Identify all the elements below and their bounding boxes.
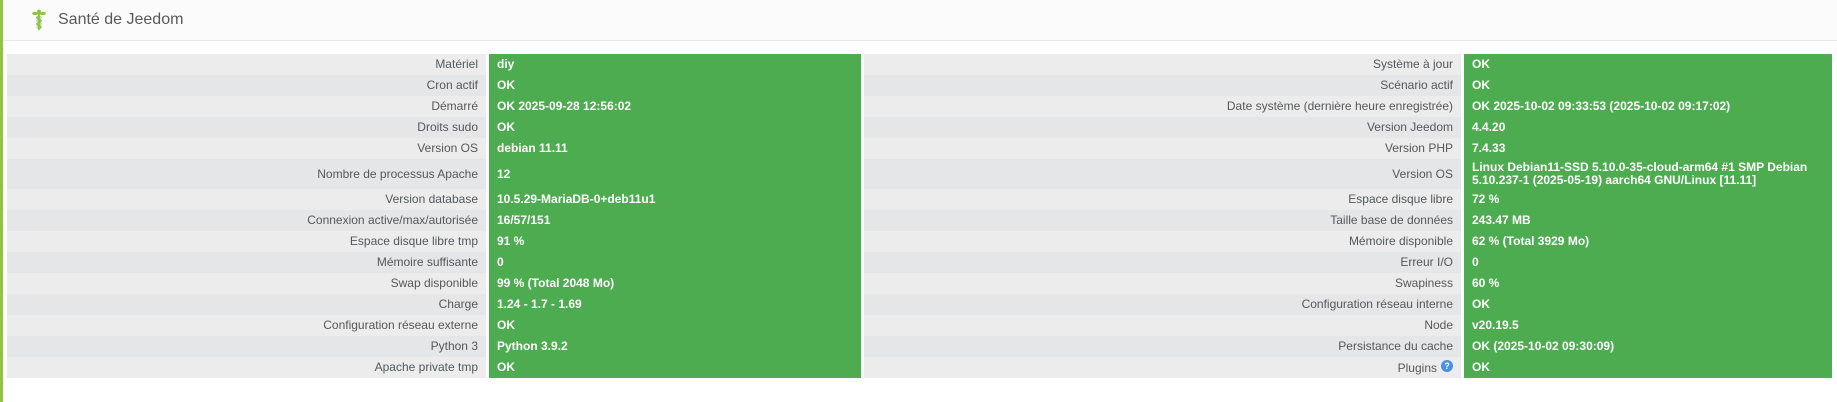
metric-label-node: Node (864, 315, 1461, 336)
metric-label-swapiness: Swapiness (864, 273, 1461, 294)
metric-label-taille-base: Taille base de données (864, 210, 1461, 231)
table-row: Charge 1.24 - 1.7 - 1.69 Configuration r… (7, 294, 1832, 315)
metric-value: OK (2025-10-02 09:30:09) (1464, 336, 1832, 357)
health-table: Matériel diy Système à jour OK Cron acti… (4, 54, 1835, 378)
metric-value: OK 2025-09-28 12:56:02 (489, 96, 861, 117)
metric-value: 10.5.29-MariaDB-0+deb11u1 (489, 189, 861, 210)
metric-value: 60 % (1464, 273, 1832, 294)
metric-label-apache-private-tmp: Apache private tmp (7, 357, 486, 378)
metric-value: Python 3.9.2 (489, 336, 861, 357)
metric-label-plugins: Plugins? (864, 357, 1461, 378)
table-row: Mémoire suffisante 0 Erreur I/O 0 (7, 252, 1832, 273)
metric-label-python3: Python 3 (7, 336, 486, 357)
metric-label-charge: Charge (7, 294, 486, 315)
table-row: Espace disque libre tmp 91 % Mémoire dis… (7, 231, 1832, 252)
metric-value: 99 % (Total 2048 Mo) (489, 273, 861, 294)
metric-value: v20.19.5 (1464, 315, 1832, 336)
table-row: Démarré OK 2025-09-28 12:56:02 Date syst… (7, 96, 1832, 117)
metric-label-version-os-right: Version OS (864, 159, 1461, 189)
metric-value: 72 % (1464, 189, 1832, 210)
metric-label-version-os-left: Version OS (7, 138, 486, 159)
metric-label-processus-apache: Nombre de processus Apache (7, 159, 486, 189)
metric-label-connexion: Connexion active/max/autorisée (7, 210, 486, 231)
metric-value: OK (489, 117, 861, 138)
table-row: Configuration réseau externe OK Node v20… (7, 315, 1832, 336)
metric-value: OK 2025-10-02 09:33:53 (2025-10-02 09:17… (1464, 96, 1832, 117)
metric-label-scenario-actif: Scénario actif (864, 75, 1461, 96)
metric-label-materiel: Matériel (7, 54, 486, 75)
metric-label-erreur-io: Erreur I/O (864, 252, 1461, 273)
table-row: Droits sudo OK Version Jeedom 4.4.20 (7, 117, 1832, 138)
metric-value: OK (489, 315, 861, 336)
metric-value: 243.47 MB (1464, 210, 1832, 231)
metric-value: 12 (489, 159, 861, 189)
metric-value: OK (489, 75, 861, 96)
caduceus-icon (32, 9, 46, 31)
table-row: Matériel diy Système à jour OK (7, 54, 1832, 75)
metric-label-droits-sudo: Droits sudo (7, 117, 486, 138)
metric-label-demarre: Démarré (7, 96, 486, 117)
table-row: Connexion active/max/autorisée 16/57/151… (7, 210, 1832, 231)
metric-label-reseau-externe: Configuration réseau externe (7, 315, 486, 336)
panel-header: Santé de Jeedom (3, 0, 1837, 41)
metric-value: OK (1464, 54, 1832, 75)
metric-value: 91 % (489, 231, 861, 252)
table-row: Version database 10.5.29-MariaDB-0+deb11… (7, 189, 1832, 210)
metric-label-version-database: Version database (7, 189, 486, 210)
metric-value: OK (1464, 294, 1832, 315)
table-row: Nombre de processus Apache 12 Version OS… (7, 159, 1832, 189)
metric-label-persistance-cache: Persistance du cache (864, 336, 1461, 357)
metric-value: OK (1464, 75, 1832, 96)
metric-label-systeme-a-jour: Système à jour (864, 54, 1461, 75)
table-row: Python 3 Python 3.9.2 Persistance du cac… (7, 336, 1832, 357)
table-row: Apache private tmp OK Plugins? OK (7, 357, 1832, 378)
metric-label-memoire-suffisante: Mémoire suffisante (7, 252, 486, 273)
metric-value: 16/57/151 (489, 210, 861, 231)
metric-label-version-jeedom: Version Jeedom (864, 117, 1461, 138)
metric-value: 1.24 - 1.7 - 1.69 (489, 294, 861, 315)
metric-label-cron-actif: Cron actif (7, 75, 486, 96)
metric-value: OK (489, 357, 861, 378)
metric-value: diy (489, 54, 861, 75)
metric-label-espace-tmp: Espace disque libre tmp (7, 231, 486, 252)
table-row: Cron actif OK Scénario actif OK (7, 75, 1832, 96)
metric-label-swap-disponible: Swap disponible (7, 273, 486, 294)
metric-value: 0 (1464, 252, 1832, 273)
table-row: Swap disponible 99 % (Total 2048 Mo) Swa… (7, 273, 1832, 294)
plugins-label: Plugins (1397, 361, 1437, 375)
metric-value: Linux Debian11-SSD 5.10.0-35-cloud-arm64… (1464, 159, 1832, 189)
metric-label-date-systeme: Date système (dernière heure enregistrée… (864, 96, 1461, 117)
metric-value: debian 11.11 (489, 138, 861, 159)
metric-value: OK (1464, 357, 1832, 378)
table-row: Version OS debian 11.11 Version PHP 7.4.… (7, 138, 1832, 159)
metric-label-espace-disque-libre: Espace disque libre (864, 189, 1461, 210)
metric-label-reseau-interne: Configuration réseau interne (864, 294, 1461, 315)
metric-value: 4.4.20 (1464, 117, 1832, 138)
metric-label-version-php: Version PHP (864, 138, 1461, 159)
page-title: Santé de Jeedom (58, 11, 184, 28)
metric-value: 62 % (Total 3929 Mo) (1464, 231, 1832, 252)
metric-value: 0 (489, 252, 861, 273)
metric-label-memoire-disponible: Mémoire disponible (864, 231, 1461, 252)
help-icon[interactable]: ? (1441, 360, 1453, 372)
metric-value: 7.4.33 (1464, 138, 1832, 159)
